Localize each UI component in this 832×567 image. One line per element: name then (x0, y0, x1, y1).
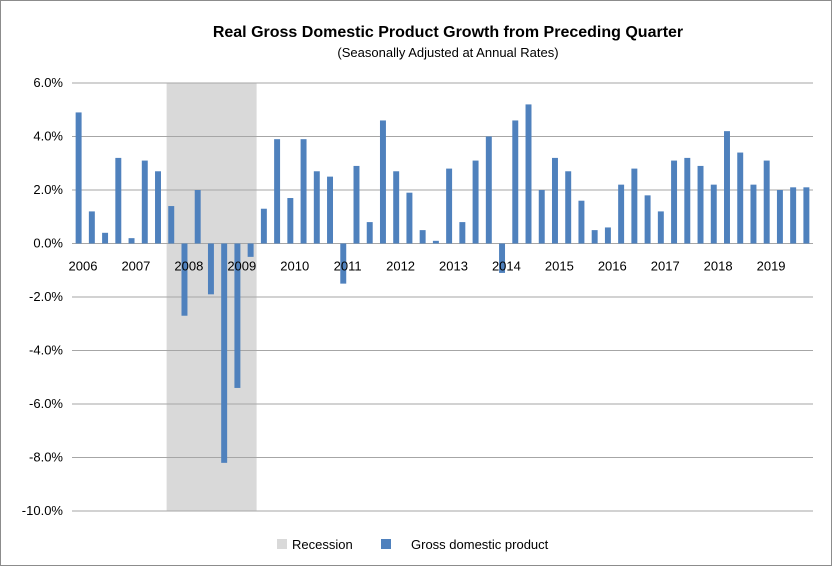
legend-recession-label: Recession (292, 537, 353, 552)
gdp-bar (102, 232, 109, 244)
plot-area: 6.0% 4.0% 2.0% 0.0% -2.0% -4.0% -6.0% -8.0% -10.… (22, 75, 813, 518)
x-tick-label: 2006 (69, 259, 98, 274)
y-tick-label: -6.0% (29, 396, 63, 411)
gdp-bar (115, 157, 122, 244)
gdp-bar (790, 187, 797, 244)
gdp-bar (155, 171, 161, 244)
gdp-bar (393, 171, 400, 244)
gdp-bar (763, 160, 770, 244)
x-tick-label: 2009 (227, 259, 256, 274)
gdp-bar (724, 131, 730, 244)
x-tick-label: 2008 (174, 259, 203, 274)
x-tick-label: 2014 (492, 259, 521, 274)
gdp-bar (697, 165, 704, 244)
gdp-bar (194, 190, 201, 244)
gdp-bar (274, 139, 281, 244)
legend-gdp-swatch (381, 539, 391, 549)
gdp-bar (512, 120, 519, 244)
gdp-bar (379, 120, 386, 244)
gdp-bar (75, 112, 82, 244)
gdp-bar (221, 243, 228, 463)
gdp-bar (803, 187, 810, 244)
x-tick-label: 2019 (757, 259, 786, 274)
gdp-bar (406, 192, 413, 244)
gdp-bar (181, 243, 188, 316)
gdp-bar (578, 200, 585, 244)
legend-recession-swatch (277, 539, 287, 549)
gdp-bar (419, 230, 426, 244)
x-tick-label: 2011 (334, 259, 362, 274)
x-tick-label: 2017 (651, 259, 680, 274)
x-tick-label: 2013 (439, 259, 468, 274)
x-tick-label: 2018 (704, 259, 733, 274)
gdp-bar (353, 165, 360, 244)
gdp-bar (207, 243, 214, 295)
x-tick-label: 2007 (121, 259, 150, 274)
gdp-bar (260, 208, 267, 244)
gdp-bar (300, 139, 307, 244)
gdp-bar (141, 160, 148, 244)
y-tick-label: -2.0% (29, 289, 63, 304)
gdp-bar (446, 168, 453, 244)
gdp-bar (366, 222, 373, 244)
y-tick-label: 0.0% (33, 236, 63, 251)
y-tick-label: 4.0% (33, 129, 63, 144)
gdp-bar (671, 160, 678, 244)
gdp-bar (657, 211, 664, 244)
gdp-bar (88, 211, 95, 244)
gdp-bar (313, 171, 320, 244)
gdp-bar (737, 152, 744, 244)
x-tick-label: 2010 (280, 259, 309, 274)
gdp-bar (485, 136, 492, 244)
y-tick-label: -10.0% (22, 503, 64, 518)
gdp-bar (459, 222, 466, 244)
gdp-bar (604, 227, 611, 244)
gdp-bar (684, 157, 691, 244)
y-tick-label: -8.0% (29, 450, 63, 465)
chart-subtitle: (Seasonally Adjusted at Annual Rates) (337, 45, 558, 60)
legend-gdp-label: Gross domestic product (411, 537, 549, 552)
gdp-bar (287, 198, 294, 244)
gdp-bar (551, 157, 558, 244)
y-tick-label: 2.0% (33, 182, 63, 197)
gdp-bar (472, 160, 479, 244)
gdp-bar (538, 190, 545, 244)
gdp-bar (327, 176, 334, 244)
gdp-bar (750, 184, 757, 244)
gdp-bar (128, 238, 135, 244)
gdp-bar (340, 243, 347, 284)
gdp-bar (234, 243, 241, 388)
gdp-bar (168, 206, 175, 244)
gdp-bar (631, 168, 638, 244)
gdp-bar (644, 195, 651, 244)
gdp-bar (499, 243, 506, 273)
legend: Recession Gross domestic product (277, 537, 549, 552)
x-tick-label: 2015 (545, 259, 574, 274)
gdp-bar (710, 184, 717, 244)
gdp-bar (247, 243, 254, 257)
gdp-bar (525, 104, 532, 244)
gdp-bar (565, 171, 572, 244)
y-tick-label: -4.0% (29, 343, 63, 358)
chart-title: Real Gross Domestic Product Growth from … (213, 24, 683, 41)
gdp-bar (618, 184, 625, 244)
y-tick-label: 6.0% (33, 75, 63, 90)
gdp-bar (432, 240, 439, 244)
gdp-bar (591, 230, 598, 244)
x-tick-label: 2012 (386, 259, 415, 274)
x-tick-label: 2016 (598, 259, 627, 274)
gdp-bar (776, 190, 783, 244)
